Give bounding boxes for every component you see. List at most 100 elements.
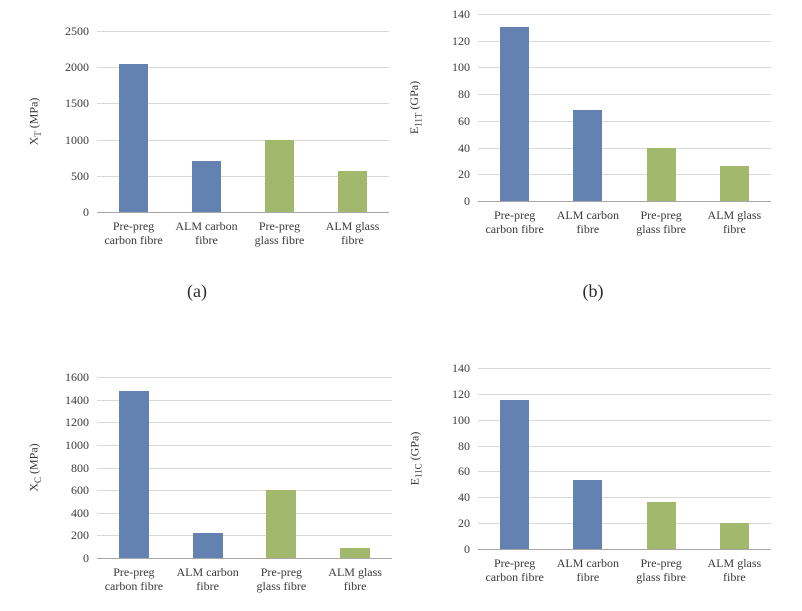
category-label: ALM carbon fibre (556, 208, 620, 236)
bar-pre-preg-carbon-fibre (119, 390, 149, 558)
gridline (478, 497, 771, 499)
caption-a: (a) (187, 281, 207, 301)
gridline (478, 445, 771, 447)
category-label: ALM glass fibre (328, 565, 382, 593)
bar-pre-preg-carbon-fibre (500, 27, 529, 201)
plot-area (97, 377, 392, 559)
bar-pre-preg-glass-fibre (647, 147, 676, 201)
y-tick-label: 140 (452, 361, 470, 375)
bar-alm-glass-fibre (338, 170, 367, 212)
y-tick-label: 1200 (65, 415, 89, 430)
y-tick-label: 400 (71, 505, 89, 520)
y-tick-label: 20 (458, 167, 470, 182)
y-tick-label: 80 (458, 87, 470, 102)
y-tick-label: 800 (71, 460, 89, 475)
gridline (97, 512, 392, 514)
category-label: Pre-preg carbon fibre (485, 208, 544, 236)
y-tick-label: 1000 (65, 437, 89, 452)
gridline (97, 535, 392, 537)
y-tick-label: 0 (464, 542, 470, 556)
bar-pre-preg-glass-fibre (647, 502, 676, 549)
gridline (97, 399, 392, 401)
y-tick-label: 1600 (65, 370, 89, 384)
gridline (97, 467, 392, 469)
category-label: Pre-preg carbon fibre (104, 565, 164, 593)
bar-pre-preg-glass-fibre (266, 490, 296, 558)
y-tick-label: 0 (464, 194, 470, 208)
bar-pre-preg-carbon-fibre (500, 400, 529, 549)
category-label: Pre-preg glass fibre (636, 556, 686, 584)
y-tick-label: 80 (458, 438, 470, 453)
gridline (97, 67, 389, 69)
bar-alm-glass-fibre (340, 547, 370, 558)
category-label: Pre-preg carbon fibre (104, 219, 163, 247)
y-tick-label: 600 (71, 483, 89, 498)
y-tick-label: 200 (71, 528, 89, 543)
plot-area (478, 368, 771, 550)
gridline (478, 174, 771, 176)
y-tick-label: 40 (458, 490, 470, 505)
y-tick-label: 40 (458, 140, 470, 155)
gridline (478, 94, 771, 96)
category-label: ALM carbon fibre (556, 556, 620, 584)
y-tick-label: 1500 (65, 96, 89, 111)
gridline (478, 147, 771, 149)
gridline (97, 490, 392, 492)
y-tick-label: 500 (71, 168, 89, 183)
gridline (478, 40, 771, 42)
category-label: ALM carbon fibre (176, 565, 239, 593)
y-tick-label: 2000 (65, 60, 89, 75)
gridline (97, 103, 389, 105)
category-label: ALM carbon fibre (175, 219, 238, 247)
gridline (478, 120, 771, 122)
gridline (478, 471, 771, 473)
bar-alm-glass-fibre (720, 166, 749, 201)
y-tick-label: 1400 (65, 392, 89, 407)
category-label: ALM glass fibre (707, 556, 762, 584)
category-label: ALM glass fibre (707, 208, 762, 236)
gridline (97, 444, 392, 446)
gridline (97, 377, 392, 378)
bar-alm-carbon-fibre (573, 110, 602, 201)
y-tick-label: 0 (83, 551, 89, 565)
gridline (478, 419, 771, 421)
category-label: Pre-preg glass fibre (636, 208, 686, 236)
y-tick-label: 60 (458, 464, 470, 479)
y-tick-label: 0 (83, 205, 89, 219)
gridline (478, 368, 771, 369)
bar-alm-carbon-fibre (192, 161, 221, 212)
gridline (478, 14, 771, 15)
category-label: ALM glass fibre (325, 219, 380, 247)
category-label: Pre-preg glass fibre (254, 219, 305, 247)
gridline (97, 139, 389, 141)
y-tick-label: 2500 (65, 24, 89, 38)
plot-area (97, 31, 389, 213)
y-tick-label: 60 (458, 113, 470, 128)
gridline (97, 31, 389, 32)
gridline (97, 422, 392, 424)
bar-alm-carbon-fibre (573, 480, 602, 549)
gridline (478, 523, 771, 525)
gridline (478, 393, 771, 395)
bar-alm-carbon-fibre (193, 533, 223, 558)
category-label: Pre-preg glass fibre (256, 565, 307, 593)
y-tick-label: 100 (452, 60, 470, 75)
bar-pre-preg-glass-fibre (265, 139, 294, 212)
y-tick-label: 140 (452, 7, 470, 21)
plot-area (478, 14, 771, 202)
bar-pre-preg-carbon-fibre (119, 63, 148, 212)
y-tick-label: 120 (452, 386, 470, 401)
caption-b: (b) (582, 281, 604, 301)
bar-alm-glass-fibre (720, 523, 749, 549)
y-tick-label: 20 (458, 516, 470, 531)
y-tick-label: 120 (452, 33, 470, 48)
gridline (97, 175, 389, 177)
y-tick-label: 100 (452, 412, 470, 427)
y-tick-label: 1000 (65, 132, 89, 147)
gridline (478, 67, 771, 69)
